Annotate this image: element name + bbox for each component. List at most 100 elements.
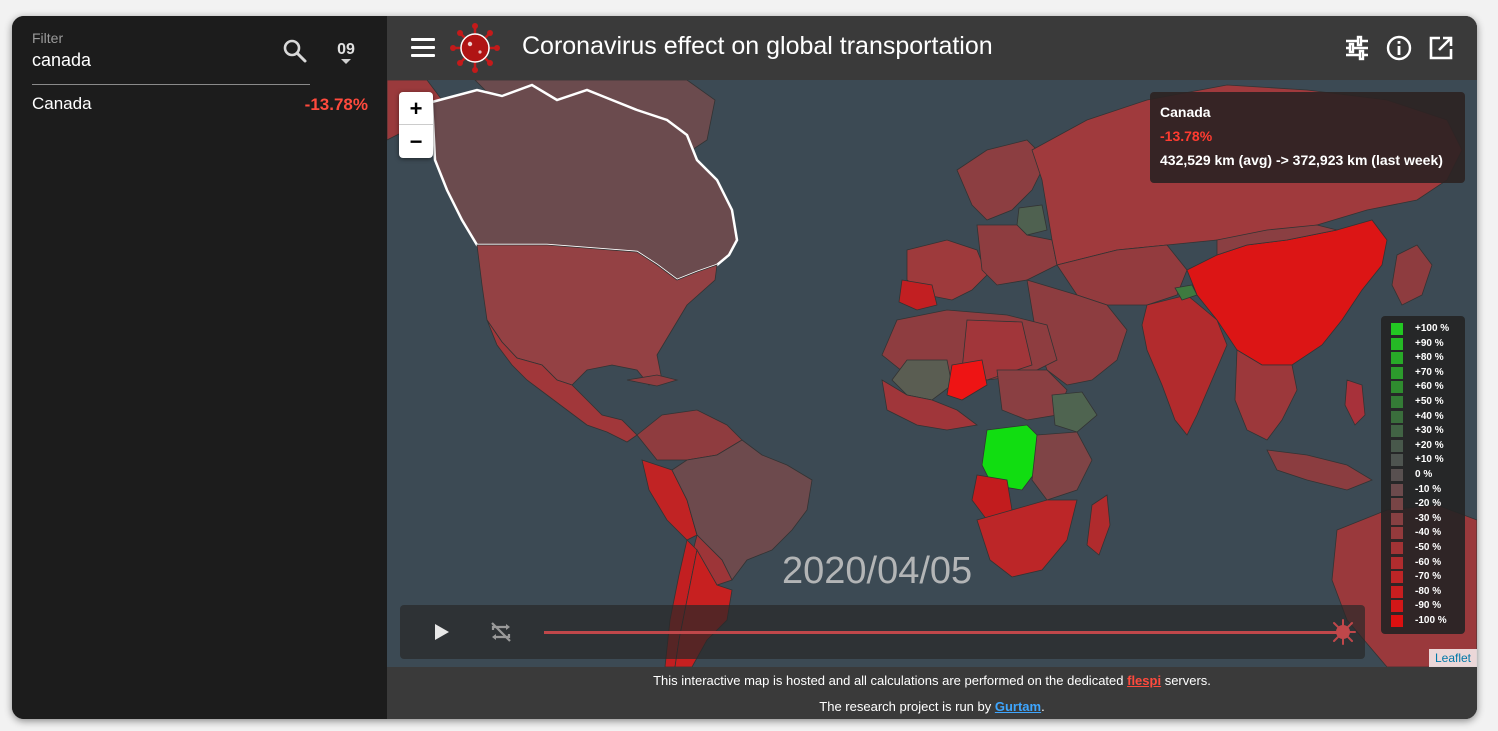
virus-logo-icon bbox=[445, 22, 505, 74]
sort-numeric-button[interactable]: 09 bbox=[332, 40, 360, 68]
legend-item: -80 % bbox=[1389, 585, 1457, 600]
tooltip-change-value: -13.78% bbox=[1160, 128, 1213, 144]
footer-research-text: The research project is run by Gurtam. bbox=[819, 699, 1045, 714]
legend-label: -80 % bbox=[1415, 585, 1442, 597]
sort-arrow-icon bbox=[341, 59, 351, 64]
page-title: Coronavirus effect on global transportat… bbox=[522, 32, 993, 60]
menu-icon[interactable] bbox=[411, 38, 435, 58]
legend-swatch bbox=[1391, 410, 1403, 423]
current-date-label: 2020/04/05 bbox=[782, 550, 973, 592]
country-congo bbox=[981, 424, 1043, 491]
legend-item: +100 % bbox=[1389, 322, 1457, 337]
legend-label: +100 % bbox=[1415, 323, 1450, 334]
legend-label: +10 % bbox=[1415, 454, 1444, 466]
country-scandinavia bbox=[956, 139, 1048, 221]
country-madagascar bbox=[1086, 494, 1111, 556]
country-eastern-europe bbox=[976, 224, 1058, 286]
legend-swatch bbox=[1391, 454, 1403, 467]
country-ethiopia bbox=[1051, 391, 1098, 433]
legend-label: -30 % bbox=[1415, 512, 1442, 524]
footer: This interactive map is hosted and all c… bbox=[387, 667, 1477, 719]
timeline-slider[interactable] bbox=[544, 631, 1344, 634]
legend-label: 0 % bbox=[1415, 468, 1433, 480]
legend-swatch bbox=[1391, 571, 1403, 584]
search-icon[interactable] bbox=[282, 38, 308, 64]
legend-label: +90 % bbox=[1415, 337, 1444, 349]
country-india bbox=[1141, 294, 1228, 436]
legend-item: +40 % bbox=[1389, 410, 1457, 425]
country-tooltip: Canada -13.78% 432,529 km (avg) -> 372,9… bbox=[1150, 92, 1465, 183]
country-southeast-asia bbox=[1234, 349, 1298, 441]
country-belarus bbox=[1016, 204, 1048, 236]
legend-swatch bbox=[1391, 600, 1403, 613]
legend-item: +70 % bbox=[1389, 366, 1457, 381]
country-east-africa bbox=[1031, 431, 1093, 501]
legend-item: -10 % bbox=[1389, 483, 1457, 498]
legend-swatch bbox=[1391, 556, 1403, 569]
legend-label: -40 % bbox=[1415, 527, 1442, 539]
legend-swatch bbox=[1391, 468, 1403, 481]
legend-label: +60 % bbox=[1415, 381, 1444, 393]
legend-swatch bbox=[1391, 323, 1403, 335]
legend-item: +80 % bbox=[1389, 351, 1457, 366]
legend-swatch bbox=[1391, 483, 1403, 496]
legend-item: 0 % bbox=[1389, 468, 1457, 483]
legend-label: +70 % bbox=[1415, 366, 1444, 378]
open-external-icon[interactable] bbox=[1427, 34, 1455, 62]
legend-swatch bbox=[1391, 381, 1403, 394]
legend-item: +60 % bbox=[1389, 380, 1457, 395]
legend-item: -50 % bbox=[1389, 541, 1457, 556]
legend-label: -60 % bbox=[1415, 556, 1442, 568]
country-cuba bbox=[626, 374, 679, 387]
color-legend: +100 % +90 % +80 % +70 % +60 % +50 % +40 % +30 … bbox=[1381, 316, 1465, 634]
legend-label: -100 % bbox=[1415, 614, 1447, 626]
legend-swatch bbox=[1391, 425, 1403, 438]
sort-numeric-label: 09 bbox=[337, 41, 355, 58]
country-philippines bbox=[1344, 379, 1366, 426]
legend-label: +40 % bbox=[1415, 410, 1444, 422]
app-header: Coronavirus effect on global transportat… bbox=[387, 16, 1477, 80]
legend-item: -60 % bbox=[1389, 556, 1457, 571]
main-panel: Coronavirus effect on global transportat… bbox=[387, 16, 1477, 719]
legend-swatch bbox=[1391, 512, 1403, 525]
footer-hosting-text: This interactive map is hosted and all c… bbox=[653, 673, 1211, 688]
legend-swatch bbox=[1391, 366, 1403, 379]
zoom-in-button[interactable]: + bbox=[399, 92, 433, 125]
legend-label: +80 % bbox=[1415, 352, 1444, 364]
legend-swatch bbox=[1391, 585, 1403, 598]
leaflet-attribution-link[interactable]: Leaflet bbox=[1428, 649, 1477, 667]
zoom-out-button[interactable]: − bbox=[409, 129, 423, 154]
list-item[interactable]: Canada -13.78% bbox=[32, 92, 368, 120]
legend-item: -100 % bbox=[1389, 614, 1457, 629]
legend-item: +30 % bbox=[1389, 424, 1457, 439]
legend-label: +20 % bbox=[1415, 439, 1444, 451]
info-icon[interactable] bbox=[1385, 34, 1413, 62]
app-window: Filter 09 Canada -13.78% bbox=[12, 16, 1477, 719]
legend-item: +10 % bbox=[1389, 453, 1457, 468]
legend-swatch bbox=[1391, 337, 1403, 350]
world-map[interactable]: + − Canada -13.78% 432,529 km (avg) -> 3… bbox=[387, 80, 1477, 667]
zoom-control: + − bbox=[399, 92, 433, 158]
filter-input[interactable] bbox=[32, 50, 242, 71]
filter-underline bbox=[32, 84, 310, 85]
legend-item: +90 % bbox=[1389, 337, 1457, 352]
legend-swatch bbox=[1391, 352, 1403, 365]
repeat-icon[interactable] bbox=[488, 619, 514, 645]
timeline-virus-handle-icon[interactable] bbox=[1330, 619, 1356, 645]
tooltip-distance-detail: 432,529 km (avg) -> 372,923 km (last wee… bbox=[1160, 152, 1443, 168]
gurtam-link[interactable]: Gurtam bbox=[994, 699, 1042, 714]
country-west-africa bbox=[881, 379, 978, 431]
settings-sliders-icon[interactable] bbox=[1343, 34, 1371, 62]
legend-item: +50 % bbox=[1389, 395, 1457, 410]
play-icon[interactable] bbox=[430, 621, 452, 643]
country-mongolia bbox=[1216, 224, 1338, 256]
legend-label: -50 % bbox=[1415, 541, 1442, 553]
flespi-link[interactable]: flespi bbox=[1127, 673, 1162, 688]
legend-swatch bbox=[1391, 439, 1403, 452]
country-indonesia bbox=[1266, 449, 1373, 491]
legend-label: -70 % bbox=[1415, 571, 1442, 583]
legend-label: -90 % bbox=[1415, 600, 1442, 612]
legend-swatch bbox=[1391, 614, 1403, 627]
legend-label: +30 % bbox=[1415, 425, 1444, 437]
legend-swatch bbox=[1391, 498, 1403, 511]
